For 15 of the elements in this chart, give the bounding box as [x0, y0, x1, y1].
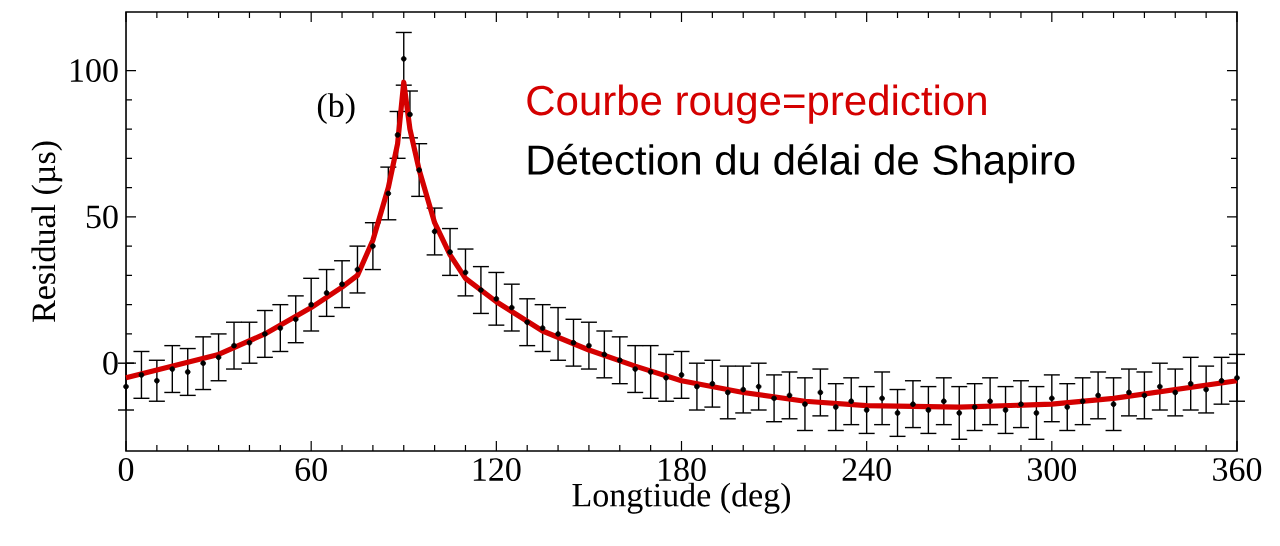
y-tick-label: 0 [103, 351, 118, 375]
x-axis-title: Longtiude (deg) [572, 482, 791, 514]
text: Courbe rouge=prediction [527, 84, 986, 124]
x-tick-label: 120 [473, 458, 521, 482]
x-tick-label: 180 [658, 458, 706, 482]
y-axis-title: Residual (µs) [31, 141, 63, 322]
x-tick-label: 300 [1027, 458, 1077, 482]
x-tick-label: 0 [118, 458, 134, 482]
x-tick-label: 240 [842, 458, 891, 482]
annotation: (b) [317, 93, 355, 124]
y-tick-label: 50 [86, 205, 118, 229]
x-tick-label: 60 [295, 458, 327, 482]
x-tick-label: 360 [1213, 458, 1262, 482]
y-tick-label: 100 [70, 59, 118, 83]
annotation: Détection du délai de Shapiro [528, 143, 1075, 184]
